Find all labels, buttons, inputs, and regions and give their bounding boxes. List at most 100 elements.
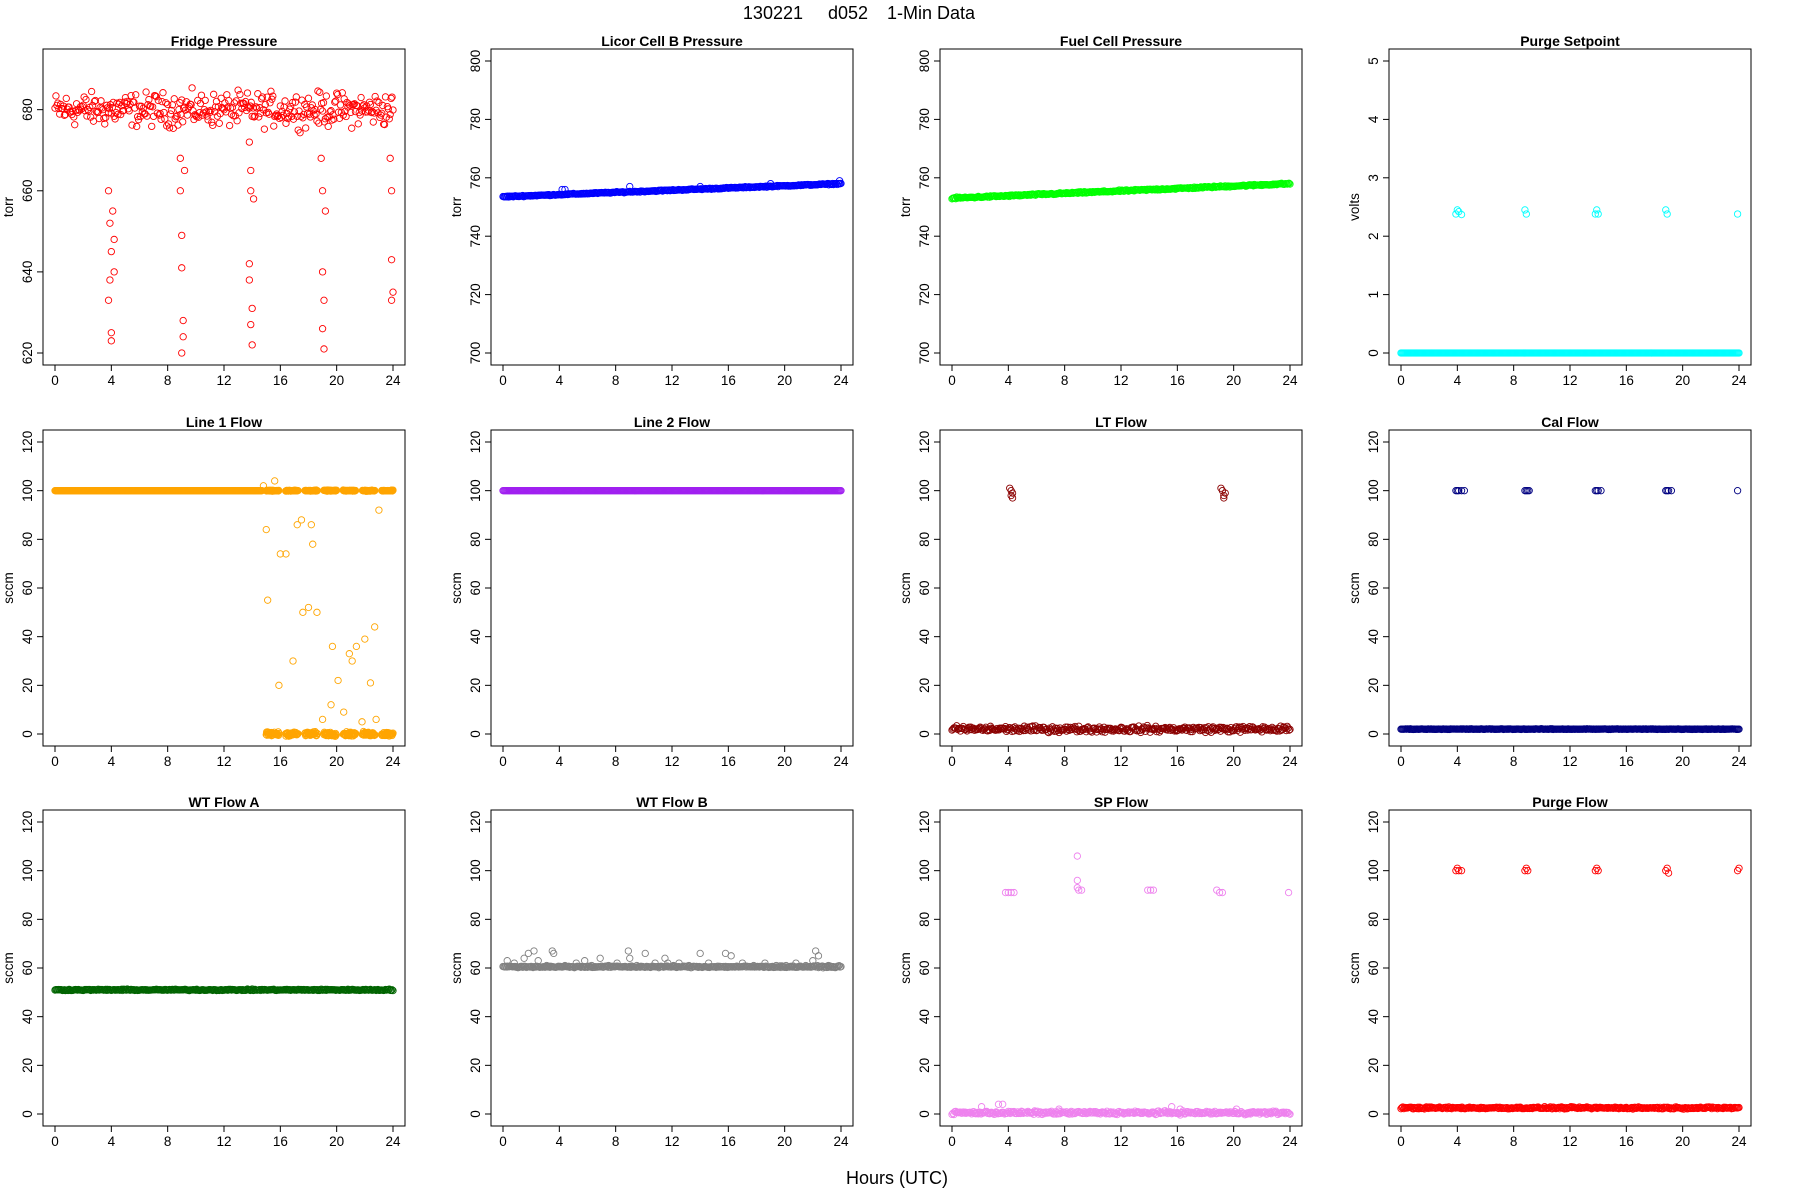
data-point bbox=[307, 521, 315, 529]
y-tick-label: 100 bbox=[468, 859, 483, 882]
data-point bbox=[604, 961, 613, 970]
segment-point bbox=[315, 119, 323, 127]
data-point bbox=[358, 718, 366, 726]
data-point bbox=[321, 207, 330, 215]
segment-point bbox=[253, 104, 261, 112]
segment-point bbox=[349, 100, 358, 109]
segment-point bbox=[314, 87, 322, 95]
plot-frame bbox=[1388, 429, 1752, 747]
data-point bbox=[317, 154, 325, 162]
data-point bbox=[179, 333, 187, 341]
data-point bbox=[271, 477, 279, 485]
segment-point bbox=[291, 98, 300, 106]
y-axis-label: sccm bbox=[1, 572, 16, 604]
segment-point bbox=[141, 110, 149, 118]
segment-point bbox=[202, 108, 210, 116]
data-point bbox=[543, 961, 551, 970]
plot-frame bbox=[939, 429, 1303, 747]
data-point bbox=[761, 959, 769, 967]
segment-point bbox=[236, 90, 244, 99]
segment-point bbox=[170, 95, 178, 103]
segment-point bbox=[1160, 724, 1168, 732]
y-tick-label: 100 bbox=[468, 479, 483, 502]
panel-title: WT Flow A bbox=[188, 794, 259, 810]
segment-point bbox=[268, 95, 276, 103]
x-tick-label: 20 bbox=[329, 373, 344, 388]
data-point bbox=[345, 650, 353, 658]
y-tick-label: 800 bbox=[917, 50, 932, 73]
y-axis-label: torr bbox=[1, 196, 16, 217]
data-point bbox=[1008, 489, 1017, 497]
data-point bbox=[318, 268, 327, 276]
data-point bbox=[675, 959, 683, 967]
segment-point bbox=[84, 106, 92, 114]
x-tick-label: 16 bbox=[1619, 373, 1634, 388]
segment-point bbox=[373, 97, 381, 105]
segment-point bbox=[287, 102, 295, 111]
data-point bbox=[1733, 487, 1742, 495]
x-tick-label: 16 bbox=[273, 1134, 288, 1149]
segment-point bbox=[232, 97, 240, 105]
data-point bbox=[1008, 494, 1017, 502]
x-tick-label: 20 bbox=[777, 1134, 792, 1149]
segment-point bbox=[165, 124, 174, 132]
x-tick-label: 0 bbox=[948, 1134, 956, 1149]
data-point bbox=[107, 329, 115, 337]
segment-point bbox=[332, 731, 340, 739]
data-point bbox=[109, 207, 117, 215]
segment-point bbox=[267, 87, 275, 95]
segment-point bbox=[275, 486, 283, 495]
points-licor-cell-b-pressure bbox=[499, 177, 845, 201]
data-point bbox=[387, 256, 396, 264]
segment-point bbox=[174, 121, 182, 129]
segment-point bbox=[258, 93, 267, 101]
x-tick-label: 24 bbox=[385, 1134, 401, 1149]
segment-point bbox=[294, 486, 302, 495]
x-tick-label: 8 bbox=[164, 1134, 172, 1149]
y-tick-label: 720 bbox=[468, 283, 483, 306]
x-tick-label: 16 bbox=[273, 754, 288, 769]
data-point bbox=[1221, 489, 1229, 497]
data-point bbox=[812, 947, 820, 955]
segment-point bbox=[300, 110, 308, 119]
segment-point bbox=[1133, 727, 1141, 735]
x-tick-label: 4 bbox=[556, 1134, 564, 1149]
data-point bbox=[1144, 886, 1152, 894]
y-tick-label: 40 bbox=[20, 629, 35, 644]
data-point bbox=[327, 701, 335, 709]
segment-point bbox=[225, 121, 234, 130]
segment-point bbox=[254, 90, 262, 98]
segment-point bbox=[269, 92, 277, 100]
data-point bbox=[1662, 206, 1670, 214]
data-point bbox=[685, 961, 693, 970]
segment-point bbox=[220, 106, 228, 114]
data-point bbox=[318, 325, 327, 333]
y-tick-label: 80 bbox=[468, 532, 483, 547]
data-point bbox=[361, 635, 369, 643]
segment-point bbox=[1041, 1109, 1049, 1118]
points-fuel-cell-pressure bbox=[948, 179, 1294, 203]
segment-point bbox=[310, 111, 318, 119]
segment-point bbox=[312, 110, 320, 118]
segment-point bbox=[137, 102, 146, 110]
segment-point bbox=[169, 124, 177, 133]
data-point bbox=[696, 949, 704, 958]
data-point bbox=[1594, 210, 1602, 218]
segment-point bbox=[311, 105, 319, 114]
segment-point bbox=[356, 111, 364, 119]
data-point bbox=[661, 954, 669, 962]
segment-point bbox=[209, 121, 217, 129]
data-point bbox=[104, 187, 113, 195]
segment-point bbox=[387, 94, 395, 103]
segment-point bbox=[389, 729, 397, 737]
data-point bbox=[247, 187, 255, 195]
data-point bbox=[110, 235, 118, 244]
data-point bbox=[387, 296, 396, 304]
segment-point bbox=[234, 86, 242, 94]
data-point bbox=[1004, 888, 1012, 897]
data-point bbox=[104, 296, 113, 304]
y-tick-label: 0 bbox=[1366, 730, 1381, 738]
segment-point bbox=[324, 122, 332, 131]
